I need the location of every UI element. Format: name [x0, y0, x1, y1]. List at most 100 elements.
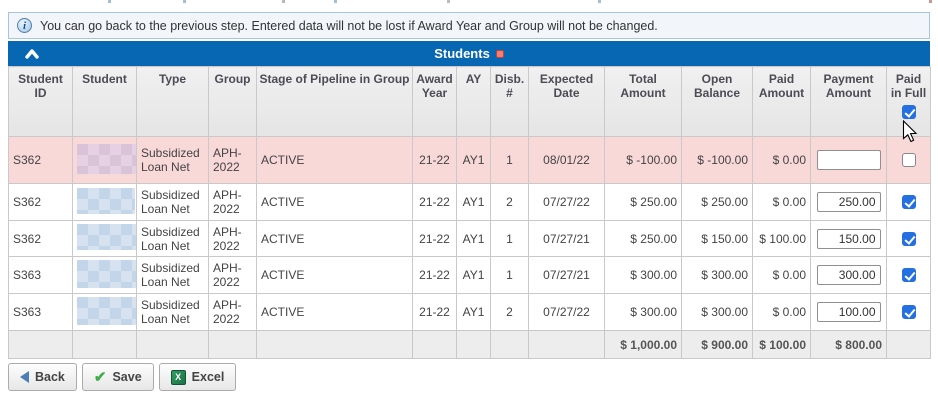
cell-stage: ACTIVE: [256, 136, 413, 184]
cell-award-year: 21-22: [412, 256, 457, 294]
table-row: S363 Subsidized Loan Net APH-2022 ACTIVE 21-…: [8, 293, 931, 331]
cell-paid-in-full: [886, 183, 931, 221]
cropped-ui-artifact: [334, 0, 337, 3]
table-row: S362 Subsidized Loan Net APH-2022 ACTIVE 21-…: [8, 220, 931, 257]
cell-group: APH-2022: [208, 183, 257, 221]
cell-paid-amount: $ 0.00: [752, 293, 811, 331]
cell-total-amount: $ 250.00: [604, 220, 682, 257]
save-check-icon: ✔: [93, 368, 107, 386]
info-icon: i: [17, 18, 32, 33]
select-all-paid-checkbox[interactable]: [901, 105, 916, 119]
col-header-expected-date: Expected Date: [528, 66, 605, 137]
collapse-panel-button[interactable]: [24, 47, 40, 59]
col-header-paid-amount: Paid Amount: [752, 66, 811, 137]
cell-expected-date: 08/01/22: [528, 136, 605, 184]
total-cell-group: [208, 330, 257, 359]
total-cell-open-balance: $ 900.00: [681, 330, 753, 359]
back-button[interactable]: Back: [8, 363, 77, 391]
cell-ay: AY1: [456, 256, 491, 294]
paid-in-full-checkbox[interactable]: [901, 153, 916, 168]
cell-payment-amount: [810, 136, 887, 184]
payment-amount-input[interactable]: [816, 302, 881, 322]
cell-student-id: S363: [8, 293, 73, 331]
payment-amount-input[interactable]: [816, 150, 881, 170]
col-header-stage: Stage of Pipeline in Group: [256, 66, 413, 137]
cell-student-id: S362: [8, 136, 73, 184]
cell-paid-amount: $ 100.00: [752, 220, 811, 257]
col-header-total-amount: Total Amount: [604, 66, 682, 137]
section-title: Students: [434, 46, 490, 61]
redacted-student-name: [77, 224, 136, 250]
cell-total-amount: $ 300.00: [604, 256, 682, 294]
cell-paid-amount: $ 0.00: [752, 256, 811, 294]
paid-in-full-checkbox[interactable]: [901, 305, 916, 320]
save-button[interactable]: ✔ Save: [81, 363, 154, 391]
payment-amount-input[interactable]: [816, 265, 881, 285]
paid-in-full-checkbox[interactable]: [901, 268, 916, 283]
total-cell-type: [136, 330, 209, 359]
col-header-paid-in-full: Paid in Full: [886, 66, 931, 137]
cell-student: [72, 293, 137, 331]
cell-open-balance: $ 150.00: [681, 220, 753, 257]
cell-paid-amount: $ 0.00: [752, 136, 811, 184]
col-header-open-balance: Open Balance: [681, 66, 753, 137]
cell-disb: 1: [490, 256, 529, 294]
total-cell-ay: [456, 330, 491, 359]
col-header-disb: Disb. #: [490, 66, 529, 137]
redacted-student-name: [77, 296, 136, 325]
chevron-up-icon: [25, 49, 39, 59]
col-header-student-id: Student ID: [8, 66, 73, 137]
total-cell-paid-in-full: [886, 330, 931, 359]
save-button-label: Save: [112, 370, 142, 384]
cropped-ui-artifact: [929, 0, 932, 3]
cell-award-year: 21-22: [412, 293, 457, 331]
table-row: S363 Subsidized Loan Net APH-2022 ACTIVE 21-…: [8, 256, 931, 294]
cell-type: Subsidized Loan Net: [136, 293, 209, 331]
col-header-ay: AY: [456, 66, 491, 137]
col-header-award-year: Award Year: [412, 66, 457, 137]
total-cell-expected-date: [528, 330, 605, 359]
cell-type: Subsidized Loan Net: [136, 136, 209, 184]
cell-student-id: S363: [8, 256, 73, 294]
excel-export-button[interactable]: X Excel: [158, 363, 237, 391]
col-header-group: Group: [208, 66, 257, 137]
cropped-ui-artifact: [282, 0, 285, 3]
cell-expected-date: 07/27/22: [528, 183, 605, 221]
cell-payment-amount: [810, 220, 887, 257]
cell-type: Subsidized Loan Net: [136, 256, 209, 294]
total-cell-stage: [256, 330, 413, 359]
cell-award-year: 21-22: [412, 136, 457, 184]
cell-disb: 1: [490, 136, 529, 184]
cell-group: APH-2022: [208, 136, 257, 184]
excel-icon: X: [170, 369, 186, 385]
cell-paid-in-full: [886, 256, 931, 294]
total-cell-payment-amount: $ 800.00: [810, 330, 887, 359]
cell-paid-in-full: [886, 136, 931, 184]
cell-expected-date: 07/27/22: [528, 293, 605, 331]
col-header-student: Student: [72, 66, 137, 137]
cell-stage: ACTIVE: [256, 220, 413, 257]
paid-in-full-label: Paid in Full: [890, 72, 927, 100]
red-square-icon: [495, 49, 504, 58]
redacted-student-name: [77, 143, 136, 174]
cell-ay: AY1: [456, 183, 491, 221]
paid-in-full-checkbox[interactable]: [901, 195, 916, 210]
paid-in-full-checkbox[interactable]: [901, 231, 916, 246]
cropped-ui-artifact: [598, 0, 601, 3]
total-cell-disb: [490, 330, 529, 359]
col-header-type: Type: [136, 66, 209, 137]
cell-payment-amount: [810, 293, 887, 331]
cell-ay: AY1: [456, 293, 491, 331]
cell-stage: ACTIVE: [256, 183, 413, 221]
payment-amount-input[interactable]: [816, 228, 881, 249]
back-arrow-icon: [20, 371, 29, 383]
cell-stage: ACTIVE: [256, 293, 413, 331]
total-cell-student: [72, 330, 137, 359]
total-cell-student-id: [8, 330, 73, 359]
cell-student: [72, 220, 137, 257]
cell-open-balance: $ -100.00: [681, 136, 753, 184]
payment-amount-input[interactable]: [816, 192, 881, 212]
cell-student-id: S362: [8, 183, 73, 221]
cell-payment-amount: [810, 256, 887, 294]
cell-paid-amount: $ 0.00: [752, 183, 811, 221]
